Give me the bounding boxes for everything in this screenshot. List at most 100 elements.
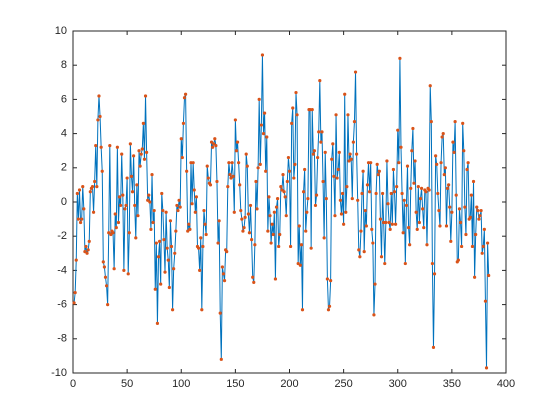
data-marker	[413, 159, 417, 163]
data-marker	[451, 140, 455, 144]
data-marker	[462, 149, 466, 153]
data-marker	[251, 275, 255, 279]
data-marker	[263, 111, 267, 115]
data-marker	[447, 183, 451, 187]
data-marker	[221, 272, 226, 276]
data-marker	[132, 154, 136, 158]
data-marker	[113, 212, 117, 216]
data-marker	[317, 130, 321, 134]
y-tick-label: -8	[57, 333, 67, 345]
data-marker	[235, 140, 240, 144]
data-marker	[404, 203, 409, 208]
data-marker	[146, 198, 150, 202]
data-marker	[402, 198, 406, 202]
data-marker	[287, 169, 292, 173]
data-marker	[87, 239, 91, 243]
data-marker	[104, 284, 109, 288]
data-marker	[219, 357, 223, 361]
data-marker	[158, 239, 162, 243]
data-marker	[187, 222, 191, 226]
data-marker	[378, 217, 383, 221]
data-marker	[353, 70, 358, 74]
data-marker	[94, 143, 98, 148]
data-marker	[445, 186, 450, 190]
data-marker	[330, 157, 334, 161]
data-marker	[300, 308, 305, 312]
data-marker	[175, 203, 179, 208]
data-marker	[350, 196, 354, 201]
data-marker	[225, 249, 229, 254]
y-tick-label: 8	[61, 59, 67, 71]
data-marker	[108, 143, 112, 148]
x-tick-label: 300	[389, 378, 407, 390]
data-marker	[178, 205, 182, 209]
data-marker	[373, 282, 377, 286]
data-marker	[137, 149, 141, 153]
data-marker	[246, 212, 250, 216]
data-marker	[331, 142, 335, 146]
data-marker	[234, 149, 239, 153]
data-marker	[239, 208, 243, 213]
data-marker	[448, 205, 452, 209]
data-marker	[114, 226, 118, 230]
data-marker	[401, 231, 405, 235]
data-marker	[123, 207, 127, 211]
data-marker	[76, 217, 81, 221]
data-marker	[295, 113, 299, 117]
data-marker	[484, 366, 489, 370]
data-marker	[84, 244, 88, 249]
y-tick-label: 10	[55, 25, 67, 37]
data-marker	[471, 179, 476, 184]
data-marker	[119, 203, 123, 208]
data-marker	[321, 179, 325, 184]
data-marker	[134, 236, 138, 240]
data-marker	[363, 208, 367, 213]
data-marker	[230, 161, 234, 165]
y-tick-label: 6	[61, 93, 67, 105]
data-marker	[281, 173, 285, 177]
data-marker	[180, 155, 184, 160]
data-marker	[139, 152, 143, 156]
data-marker	[452, 150, 456, 155]
data-marker	[206, 176, 210, 180]
data-marker	[480, 251, 484, 255]
data-marker	[301, 190, 306, 194]
data-marker	[342, 222, 346, 226]
data-marker	[286, 155, 291, 160]
data-marker	[259, 123, 263, 127]
data-marker	[469, 193, 473, 197]
data-marker	[470, 244, 475, 249]
data-marker	[266, 229, 270, 233]
data-marker	[128, 142, 132, 146]
data-marker	[398, 56, 402, 60]
data-marker	[360, 191, 364, 196]
data-marker	[481, 244, 485, 249]
data-marker	[304, 229, 308, 233]
data-marker	[155, 321, 160, 326]
data-marker	[205, 164, 209, 168]
data-marker	[245, 164, 249, 168]
data-marker	[208, 183, 213, 187]
data-marker	[410, 149, 414, 153]
data-marker	[458, 220, 463, 225]
data-marker	[176, 208, 180, 213]
data-marker	[188, 227, 192, 231]
data-marker	[473, 275, 477, 279]
data-marker	[424, 190, 428, 194]
data-marker	[384, 220, 388, 225]
data-marker	[396, 128, 400, 132]
data-marker	[238, 183, 242, 187]
data-marker	[365, 183, 370, 187]
data-marker	[306, 196, 310, 201]
data-marker	[380, 191, 385, 196]
data-marker	[141, 121, 145, 125]
data-marker	[461, 121, 465, 125]
data-marker	[127, 231, 131, 235]
data-marker	[85, 251, 89, 255]
data-marker	[95, 185, 99, 189]
x-tick-label: 400	[497, 378, 515, 390]
data-marker	[196, 246, 201, 250]
data-marker	[115, 145, 119, 149]
data-marker	[429, 120, 433, 124]
data-marker	[91, 210, 96, 214]
